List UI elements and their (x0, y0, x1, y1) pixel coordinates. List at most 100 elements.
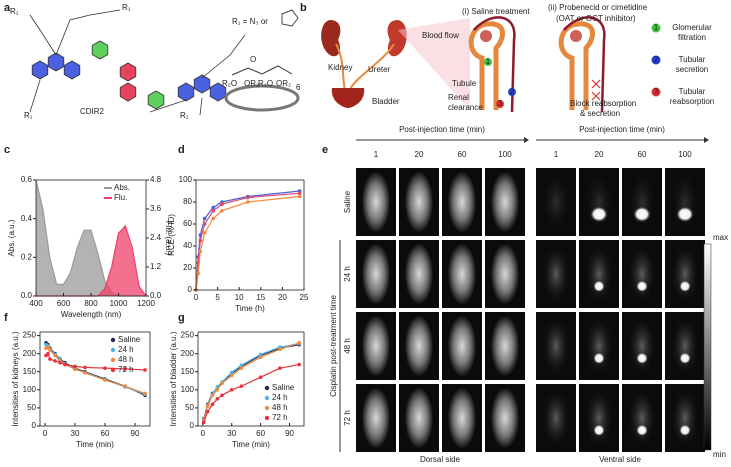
y-tick-label: 0.2 (21, 252, 33, 261)
mouse (448, 388, 476, 448)
colorbar (703, 243, 712, 451)
panel-label: e (322, 144, 328, 156)
label: Block reabsorption (570, 99, 636, 108)
bladder-signal (636, 280, 648, 293)
label: 24 h (343, 266, 352, 282)
point (258, 352, 263, 357)
point (205, 404, 210, 408)
point (220, 381, 224, 386)
mouse (628, 388, 656, 448)
ring (91, 40, 109, 60)
label: 20 (595, 150, 604, 159)
y-tick-label: 0.6 (21, 175, 33, 184)
y-tick-label: 150 (181, 367, 195, 376)
ureter (335, 43, 395, 91)
x-tick-label: 0 (43, 429, 48, 438)
vessel (563, 16, 606, 113)
label: R₁ (24, 111, 33, 120)
mouse (585, 388, 613, 448)
label: 1 (374, 150, 379, 159)
mouse (542, 388, 570, 448)
point (258, 375, 263, 379)
y-tick-label: 4.8 (150, 175, 162, 184)
legend-label: 72 h (118, 365, 134, 374)
point (58, 360, 62, 365)
panel-label: f (4, 312, 8, 324)
ring (119, 82, 137, 102)
y-tick-label: 50 (185, 403, 194, 412)
bladder-signal (590, 206, 608, 223)
y-tick-label: 1.2 (150, 262, 162, 271)
label: Tubule (452, 79, 477, 88)
x-tick-label: 15 (256, 293, 265, 302)
point (202, 231, 207, 235)
x-tick-label: 30 (227, 429, 236, 438)
point (258, 355, 263, 360)
x-tick-label: 5 (215, 293, 220, 302)
legend-label: Abs. (114, 183, 130, 192)
bladder-signal (636, 352, 648, 365)
mouse (628, 316, 656, 376)
x-tick-label: 10 (235, 293, 244, 302)
y-tick-label: 200 (23, 349, 37, 358)
label: max (713, 233, 728, 242)
point (48, 357, 52, 361)
bladder-signal (593, 424, 605, 437)
label: 100 (498, 150, 512, 159)
step-label: filtration (678, 33, 706, 42)
step-label: Glomerular (672, 23, 712, 32)
mouse (491, 244, 519, 304)
legend-swatch (264, 385, 270, 391)
tubule (468, 21, 505, 110)
step-label: Tubular (679, 87, 706, 96)
y-tick-label: 50 (27, 403, 36, 412)
mouse (362, 244, 390, 304)
step-badge (651, 87, 661, 97)
bladder-signal (679, 352, 691, 365)
area-fill (36, 180, 146, 296)
series-line (203, 363, 300, 423)
step-label: reabsorption (670, 97, 714, 106)
y-tick-label: 80 (183, 197, 192, 206)
point (297, 341, 301, 345)
label: Renal (448, 93, 469, 102)
y2-axis-label: Flu. (a.u.) (164, 221, 173, 256)
point (215, 397, 220, 401)
mouse (362, 388, 390, 448)
point (103, 366, 107, 370)
series-line (195, 190, 300, 291)
x-tick-label: 600 (57, 299, 71, 308)
zoom (398, 18, 470, 110)
y-tick-label: 3.6 (150, 204, 162, 213)
x-tick-label: 60 (256, 429, 265, 438)
mouse (448, 316, 476, 376)
label: & secretion (580, 109, 620, 118)
y-tick-label: 0 (32, 421, 37, 430)
point (215, 388, 220, 392)
vessel (473, 16, 516, 113)
glomerulus (570, 30, 582, 42)
point (211, 216, 216, 221)
mouse (405, 244, 433, 304)
y-tick-label: 200 (181, 349, 195, 358)
legend-swatch (110, 347, 116, 353)
panel-label: c (4, 144, 10, 156)
label: OR₂ (244, 79, 259, 88)
y-tick-label: 0 (188, 285, 193, 294)
x-tick-label: 30 (71, 429, 80, 438)
point (143, 368, 147, 372)
label: CDIR2 (80, 107, 105, 116)
point (53, 353, 57, 358)
mouse (448, 244, 476, 304)
mouse (362, 316, 390, 376)
x-axis-label: Wavelength (nm) (61, 310, 122, 319)
label: Kidney (328, 63, 352, 72)
y-tick-label: 60 (183, 219, 192, 228)
y-tick-label: 0.4 (21, 214, 33, 223)
step-number: 3 (654, 87, 659, 96)
legend-label: 72 h (272, 413, 288, 422)
label: R₂O (258, 79, 273, 88)
y-tick-label: 250 (23, 331, 37, 340)
label: Ventral side (599, 455, 641, 464)
point (123, 367, 127, 371)
